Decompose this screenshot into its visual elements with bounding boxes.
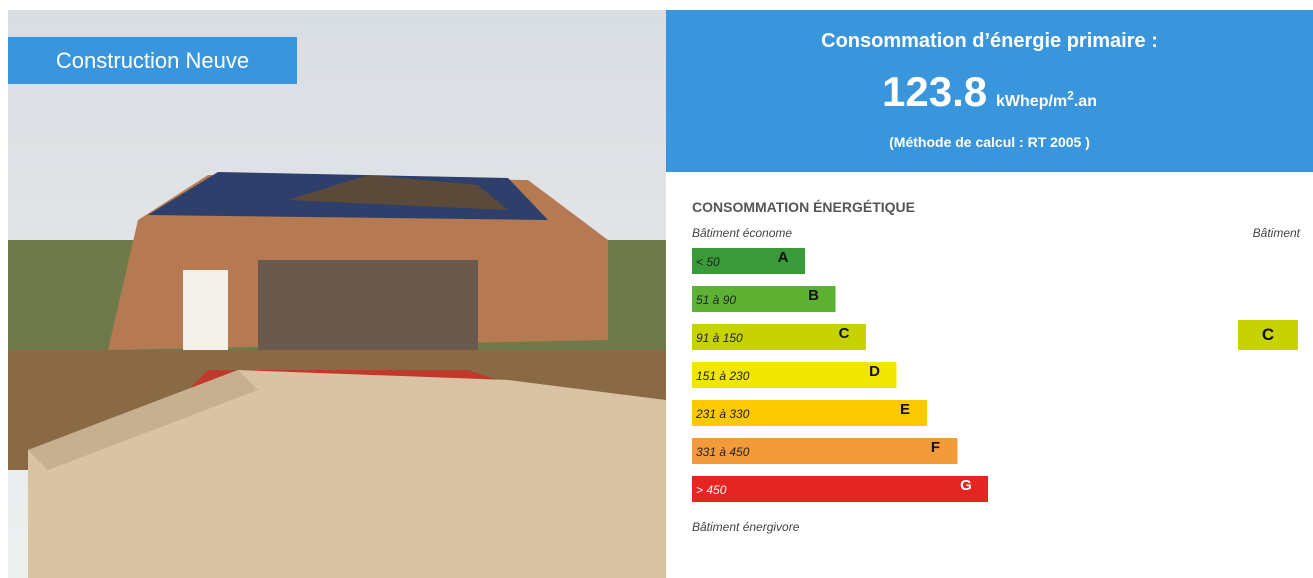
top-left-note: Bâtiment économe bbox=[692, 226, 792, 240]
class-range: 91 à 150 bbox=[696, 331, 743, 345]
class-letter: F bbox=[931, 439, 940, 456]
unit-end: .an bbox=[1074, 93, 1097, 110]
class-letter: E bbox=[900, 401, 910, 418]
class-letter: G bbox=[960, 477, 972, 494]
method: (Méthode de calcul : RT 2005 ) bbox=[666, 134, 1313, 150]
summary-value-row: 123.8 kWhep/m2.an bbox=[666, 68, 1313, 116]
badge: Construction Neuve bbox=[8, 37, 297, 84]
class-range: 51 à 90 bbox=[696, 293, 736, 307]
class-bar bbox=[692, 476, 988, 502]
unit-sup: 2 bbox=[1067, 89, 1074, 103]
class-range: < 50 bbox=[696, 255, 720, 269]
page: Construction Neuve Consommation d’énergi… bbox=[0, 0, 1313, 578]
summary-panel: Consommation d’énergie primaire : 123.8 … bbox=[666, 10, 1313, 172]
class-range: 231 à 330 bbox=[695, 407, 750, 421]
class-letter: A bbox=[778, 249, 789, 266]
building-photo bbox=[8, 10, 666, 578]
summary-title: Consommation d’énergie primaire : bbox=[666, 30, 1313, 53]
label-title: CONSOMMATION ÉNERGÉTIQUE bbox=[692, 199, 915, 215]
unit: kWhep/m bbox=[996, 93, 1067, 110]
class-letter: D bbox=[869, 363, 880, 380]
energy-label: CONSOMMATION ÉNERGÉTIQUE Bâtiment économ… bbox=[666, 172, 1313, 578]
class-range: 331 à 450 bbox=[696, 445, 750, 459]
class-range: > 450 bbox=[696, 483, 727, 497]
top-right-note: Bâtiment bbox=[1253, 226, 1301, 240]
class-letter: B bbox=[808, 287, 819, 304]
class-range: 151 à 230 bbox=[696, 369, 750, 383]
current-class: C bbox=[1262, 325, 1274, 344]
summary-value: 123.8 bbox=[882, 68, 987, 115]
class-letter: C bbox=[839, 325, 850, 342]
bottom-note: Bâtiment énergivore bbox=[692, 520, 800, 534]
